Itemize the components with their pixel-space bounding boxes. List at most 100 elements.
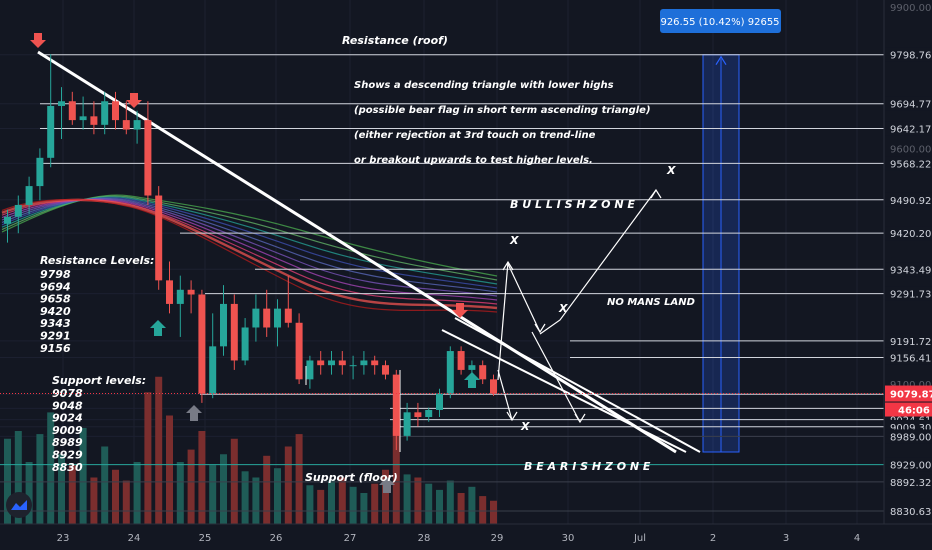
support-level-value: 9009 <box>52 424 83 437</box>
volume-bar <box>490 500 497 524</box>
no-mans-land-label: NO MANS LAND <box>607 297 695 308</box>
horizontal-levels[interactable] <box>0 54 884 512</box>
current-price-tag <box>885 385 932 402</box>
candle-body <box>414 412 422 418</box>
volume-bar <box>209 465 217 524</box>
candle-body <box>47 105 55 158</box>
volume-bar <box>14 431 22 524</box>
marker-arrows <box>30 33 480 493</box>
up-arrow-icon <box>186 405 202 421</box>
level-tag-label: 9568.22 <box>890 159 931 170</box>
volume-bar <box>414 477 422 524</box>
resistance-level-value: 9291 <box>40 330 71 343</box>
projection-down-arrow <box>507 263 541 333</box>
volume-bar <box>436 489 443 524</box>
candle-body <box>155 195 163 281</box>
volume-bar <box>36 434 44 524</box>
volume-bar <box>468 486 476 524</box>
candle-body <box>112 101 119 121</box>
volume-bar <box>392 427 400 524</box>
support-level-value: 9048 <box>52 399 83 412</box>
time-tick-label: 26 <box>270 533 283 544</box>
time-tick-label: 25 <box>199 533 212 544</box>
level-tag-label: 9694.77 <box>890 100 931 111</box>
volume-bar <box>241 471 249 524</box>
arrowhead-icon <box>534 323 546 334</box>
resistance-roof-label: Resistance (roof) <box>342 34 448 47</box>
bullish-zone-label: B U L L I S H Z O N E <box>510 198 635 211</box>
candle-body <box>392 374 400 436</box>
candle-body <box>446 351 454 394</box>
volume-bar <box>274 468 281 524</box>
volume-bar <box>371 483 379 524</box>
time-tick-label: 2 <box>710 533 716 544</box>
candle-body <box>468 365 476 370</box>
volume-bar <box>317 489 325 524</box>
volume-bar <box>230 438 238 524</box>
note-line: (either rejection at 3rd touch on trend-… <box>354 130 596 141</box>
down-arrow-icon <box>452 303 468 318</box>
volume-bars <box>4 376 497 524</box>
price-tick-label: 9600.00 <box>890 144 931 155</box>
note-line: or breakout upwards to test higher level… <box>354 155 593 166</box>
volume-bar <box>328 480 335 524</box>
volume-bar <box>176 462 184 524</box>
volume-bar <box>295 434 303 524</box>
down-arrow-icon <box>30 33 46 48</box>
candle-body <box>68 101 76 121</box>
volume-bar <box>4 438 11 524</box>
level-tag-label: 9343.49 <box>890 265 931 276</box>
time-tick-label: 27 <box>344 533 357 544</box>
level-tag-label: 8929.00 <box>890 461 931 472</box>
support-levels-title: Support levels: <box>52 374 146 387</box>
arrowhead-icon <box>574 413 586 424</box>
candle-body <box>382 365 389 375</box>
level-tag-bg <box>885 156 932 171</box>
volume-bar <box>79 427 87 524</box>
volume-bar <box>479 496 487 524</box>
projection-bear-arrow <box>531 331 581 423</box>
time-tick-label: Jul <box>633 533 646 544</box>
candle-body <box>79 116 87 121</box>
x-marker: X <box>520 420 530 433</box>
candle-body <box>479 365 487 380</box>
candle-body <box>284 308 292 323</box>
candle-body <box>263 308 271 328</box>
volume-bar <box>58 454 65 524</box>
candle-body <box>306 360 314 380</box>
up-arrow-icon <box>150 320 166 336</box>
down-arrow-icon <box>126 93 142 108</box>
arrowhead-icon <box>650 188 662 199</box>
candle-body <box>133 120 141 130</box>
candle-body <box>58 101 65 106</box>
volume-bar <box>198 431 206 524</box>
arrowhead-icon <box>506 411 518 422</box>
measure-tool[interactable]: 926.55 (10.42%) 92655 <box>660 9 781 453</box>
tradingview-logo[interactable] <box>6 492 32 518</box>
support-level-value: 9024 <box>52 412 83 425</box>
level-tag-label: 9009.30 <box>890 423 931 434</box>
candle-body <box>252 308 260 328</box>
time-axis[interactable]: 23 24 25 26 27 28 29 30 Jul 2 3 4 <box>0 523 932 550</box>
volume-bar <box>425 483 433 524</box>
time-tick-label: 24 <box>128 533 141 544</box>
candle-body <box>274 308 281 328</box>
candle-body <box>295 322 303 380</box>
volume-bar <box>360 493 368 524</box>
countdown-label: 46:06 <box>898 406 930 417</box>
volume-bar <box>306 485 314 524</box>
measure-arrow-head-icon <box>715 55 727 66</box>
volume-bar <box>338 477 346 524</box>
note-line: Shows a descending triangle with lower h… <box>354 80 614 91</box>
level-tag-bg <box>885 429 932 444</box>
volume-bar <box>112 469 119 524</box>
current-price-label: 9079.87 <box>890 390 932 401</box>
candles <box>4 54 497 451</box>
candle-body <box>230 303 238 361</box>
countdown-tag <box>885 402 932 417</box>
support-level-value: 8830 <box>52 461 83 474</box>
x-marker: X <box>509 234 519 247</box>
price-tick-label: 9900.00 <box>890 3 931 14</box>
